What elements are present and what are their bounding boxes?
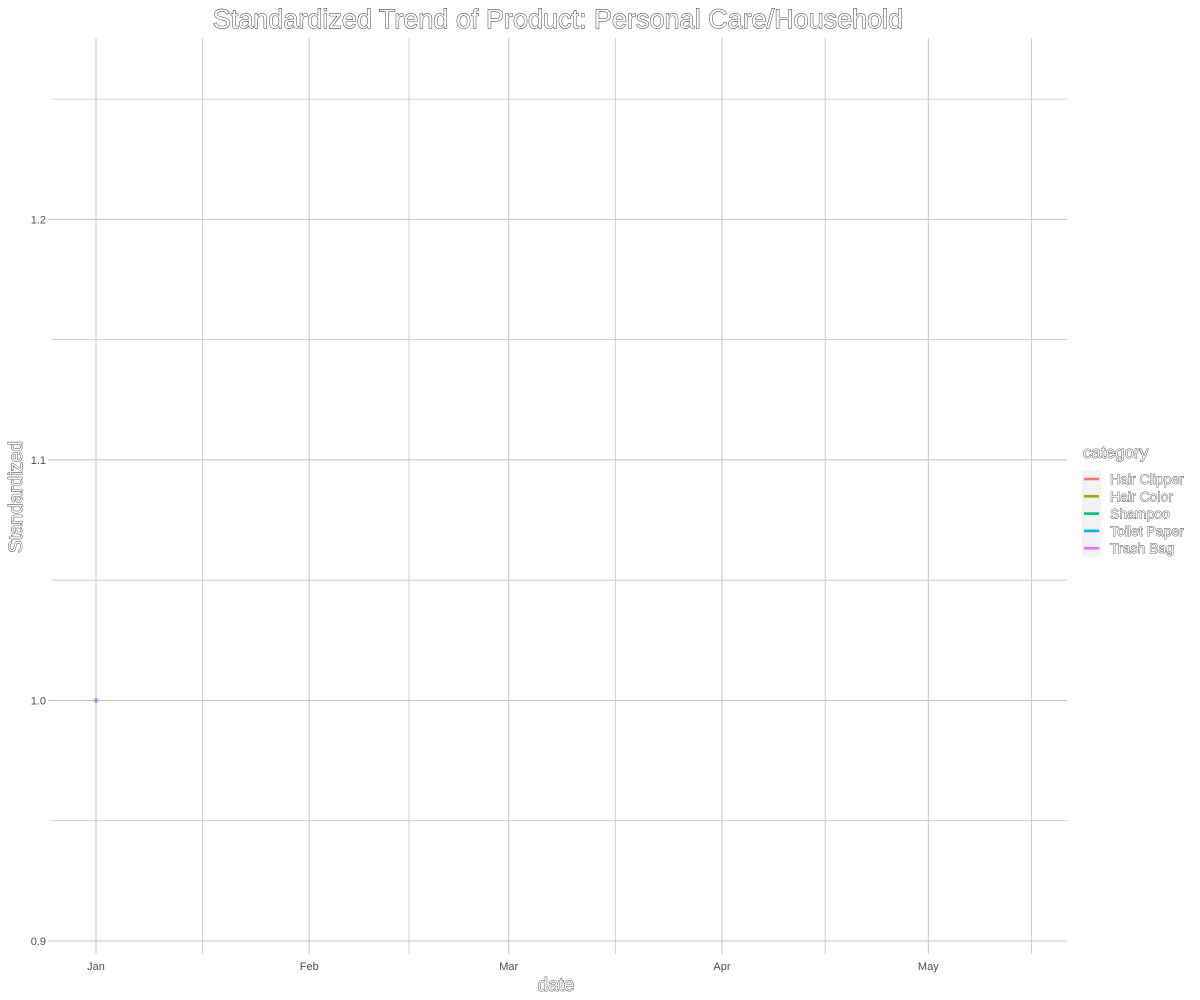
grid xyxy=(52,38,1067,954)
x-tick-label: Mar xyxy=(499,961,518,973)
y-tick-label: 0.9 xyxy=(31,936,46,948)
x-tick-label: Jan xyxy=(87,961,105,973)
legend-label: Shampoo xyxy=(1110,506,1170,522)
y-axis-title: Standardized xyxy=(6,441,27,553)
x-tick-label: Apr xyxy=(713,961,730,973)
legend-label: Toilet Paper xyxy=(1110,523,1184,539)
tick-labels: Jan Feb Mar Apr May 0.9 1.0 1.1 1.2 xyxy=(31,214,939,973)
series-trash-bag xyxy=(93,697,99,703)
legend-item: Trash Bag xyxy=(1082,539,1174,557)
legend-label: Hair Color xyxy=(1110,488,1173,504)
legend-item: Shampoo xyxy=(1082,505,1170,523)
y-tick-label: 1.1 xyxy=(31,455,46,467)
legend-label: Trash Bag xyxy=(1110,540,1174,556)
y-tick-label: 1.2 xyxy=(31,214,46,226)
legend-title: category xyxy=(1083,443,1149,462)
data-series xyxy=(93,697,99,703)
x-tick-label: May xyxy=(918,961,939,973)
chart-title: Standardized Trend of Product: Personal … xyxy=(213,4,903,34)
y-tick-label: 1.0 xyxy=(31,695,46,707)
legend-label: Hair Clipper xyxy=(1110,471,1184,487)
legend-item: Hair Color xyxy=(1082,487,1174,505)
legend-item: Toilet Paper xyxy=(1082,522,1185,540)
x-tick-label: Feb xyxy=(300,961,319,973)
x-axis-title: date xyxy=(538,975,575,996)
legend-item: Hair Clipper xyxy=(1082,470,1185,488)
